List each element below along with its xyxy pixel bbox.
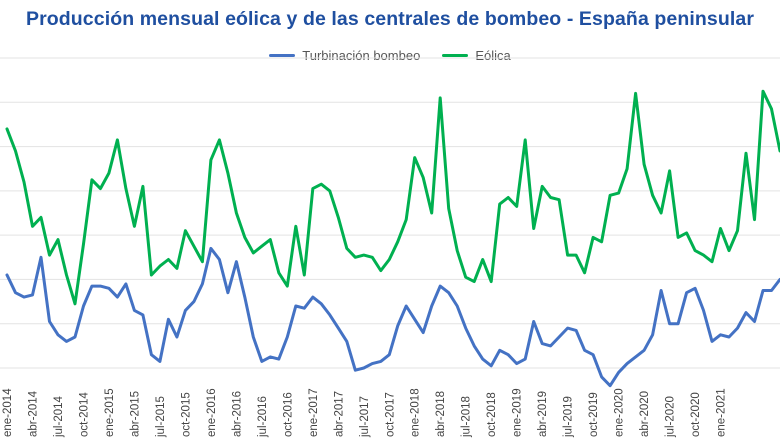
x-tick-label: oct-2018 [486,392,498,437]
x-tick-label: ene-2018 [410,388,422,437]
legend-item-eolica[interactable]: Eólica [442,48,511,63]
x-tick-label: abr-2014 [27,390,39,437]
legend-swatch-turbinacion [269,54,296,57]
x-tick-label: jul-2020 [665,396,677,438]
x-tick-label: oct-2019 [588,392,600,437]
x-tick-label: jul-2016 [257,396,269,438]
series-lines [5,89,780,388]
x-tick-label: ene-2017 [308,388,320,437]
x-tick-label: ene-2020 [614,388,626,437]
x-tick-label: ene-2015 [104,388,116,437]
legend-label-turbinacion: Turbinación bombeo [302,48,421,63]
x-tick-label: abr-2016 [231,391,243,437]
legend-label-eolica: Eólica [475,48,511,63]
x-tick-label: oct-2020 [690,392,702,437]
x-tick-label: ene-2014 [2,388,14,437]
x-tick-label: oct-2015 [180,392,192,437]
chart-title: Producción mensual eólica y de las centr… [25,8,755,30]
x-tick-label: jul-2019 [563,396,575,438]
gridlines [0,57,780,369]
x-tick-label: jul-2017 [359,396,371,438]
legend-swatch-eolica [442,54,469,57]
series-line-turbinacion[interactable] [5,246,780,388]
x-tick-label: abr-2018 [435,391,447,437]
x-tick-label: abr-2015 [129,391,141,437]
x-tick-label: oct-2017 [384,392,396,437]
x-tick-label: jul-2014 [53,395,65,438]
legend: Turbinación bombeo Eólica [0,48,780,63]
x-tick-label: oct-2014 [78,392,90,437]
x-tick-label: oct-2016 [282,392,294,437]
x-tick-label: abr-2020 [639,391,651,437]
x-axis-ticks: ene-2014 abr-2014 jul-2014 oct-2014 ene-2015… [2,388,728,438]
x-tick-label: jul-2015 [155,396,167,438]
series-line-eolica[interactable] [5,89,780,306]
x-tick-label: ene-2016 [206,388,218,437]
legend-item-turbinacion[interactable]: Turbinación bombeo [269,48,420,63]
x-tick-label: abr-2017 [333,391,345,437]
x-tick-label: ene-2021 [716,388,728,437]
x-tick-label: ene-2019 [512,388,524,437]
x-tick-label: jul-2018 [461,396,473,438]
x-tick-label: abr-2019 [537,391,549,437]
